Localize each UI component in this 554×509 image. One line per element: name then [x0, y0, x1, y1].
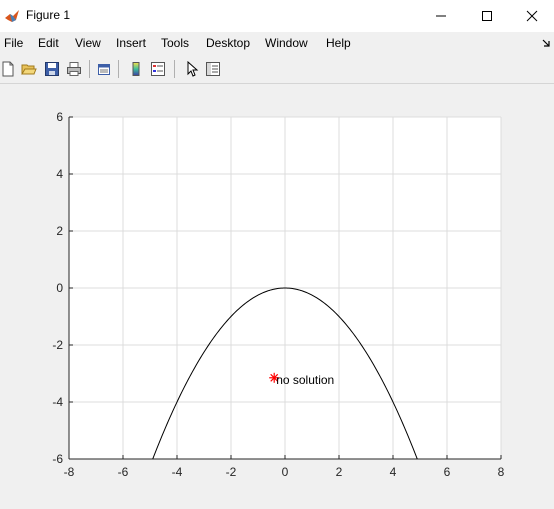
menu-file[interactable]: File: [4, 36, 24, 50]
y-tick-label: 2: [56, 224, 63, 238]
x-tick-label: 0: [282, 465, 289, 479]
menu-window[interactable]: Window: [265, 36, 308, 50]
x-tick-label: 4: [390, 465, 397, 479]
save-button[interactable]: [42, 59, 62, 79]
x-tick-label: -2: [226, 465, 237, 479]
x-tick-label: 6: [444, 465, 451, 479]
menu-edit[interactable]: Edit: [38, 36, 59, 50]
link-plot-icon: [98, 64, 110, 75]
print-button[interactable]: [64, 59, 84, 79]
legend-icon: [151, 62, 165, 76]
x-tick-label: 8: [498, 465, 505, 479]
save-icon: [45, 62, 59, 76]
close-icon: [526, 10, 538, 22]
toolbar-separator: [174, 60, 175, 78]
folder-open-icon: [21, 64, 37, 75]
maximize-button[interactable]: [464, 0, 510, 32]
printer-icon: [67, 62, 81, 76]
y-tick-label: 0: [56, 281, 63, 295]
series-line: [152, 287, 418, 460]
colorbar-icon: [132, 62, 140, 76]
link-plot-button[interactable]: [94, 59, 114, 79]
x-tick-label: 2: [336, 465, 343, 479]
red-star-marker: [269, 372, 280, 383]
y-tick-label: -4: [52, 395, 63, 409]
close-button[interactable]: [510, 0, 554, 32]
menu-view[interactable]: View: [75, 36, 101, 50]
property-inspector-button[interactable]: [203, 59, 223, 79]
y-tick-label: -2: [52, 338, 63, 352]
x-tick-label: -4: [172, 465, 183, 479]
property-inspector-icon: [206, 62, 220, 76]
toolbar-separator: [118, 60, 119, 78]
maximize-icon: [482, 11, 492, 21]
x-tick-label: -6: [118, 465, 129, 479]
x-tick-label: -8: [64, 465, 75, 479]
minimize-button[interactable]: [418, 0, 464, 32]
y-tick-label: 4: [56, 167, 63, 181]
menu-bar: File Edit View Insert Tools Desktop Wind…: [0, 32, 554, 54]
open-file-button[interactable]: [19, 59, 39, 79]
dock-arrow-icon[interactable]: [541, 38, 551, 48]
figure-area: -8 -6 -4 -2 0 2 4 6 8 6 4 2 0 -2 -4 -6 no solution: [0, 84, 554, 504]
menu-insert[interactable]: Insert: [116, 36, 147, 50]
toolbar: [0, 56, 554, 84]
title-bar: Figure 1: [0, 0, 554, 33]
pointer-arrow-icon: [187, 61, 199, 77]
window-title: Figure 1: [26, 8, 71, 22]
menu-tools[interactable]: Tools: [161, 36, 190, 50]
colorbar-button[interactable]: [126, 59, 146, 79]
matlab-icon: [5, 10, 19, 22]
y-tick-label: 6: [56, 110, 63, 124]
menu-help[interactable]: Help: [326, 36, 351, 50]
legend-button[interactable]: [148, 59, 168, 79]
y-tick-label: -6: [52, 452, 63, 466]
edit-plot-button[interactable]: [182, 59, 202, 79]
menu-desktop[interactable]: Desktop: [206, 36, 251, 50]
new-file-icon: [2, 61, 14, 77]
annotation-text: no solution: [276, 373, 334, 387]
new-figure-button[interactable]: [0, 59, 18, 79]
toolbar-separator: [89, 60, 90, 78]
minimize-icon: [436, 15, 446, 17]
